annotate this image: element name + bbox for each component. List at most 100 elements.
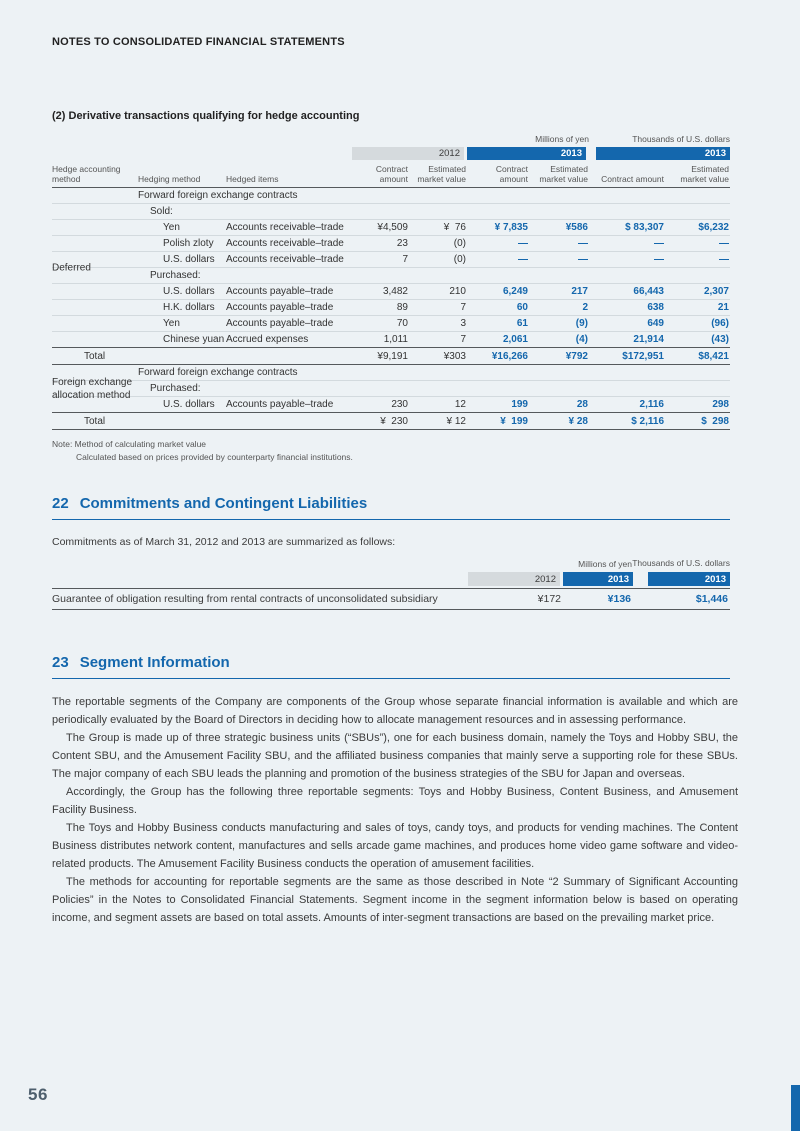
market-2013: 2 (582, 302, 588, 314)
hedged-item-label: Accounts payable–trade (226, 302, 334, 314)
footnote-line-1: Note: Method of calculating market value (52, 439, 207, 450)
section-number: 22 (52, 495, 69, 512)
contract-usd: — (654, 238, 664, 250)
contract-2012: 89 (396, 302, 408, 314)
year-band-2012: 2012 (352, 147, 464, 160)
page-number: 56 (28, 1085, 48, 1104)
hedged-item-label: Accounts receivable–trade (226, 222, 344, 234)
year-band-2013: 2013 (467, 147, 586, 160)
contract-type-row: Forward foreign exchange contracts (52, 188, 730, 205)
year-band-2013: 2013 (563, 572, 633, 587)
market-usd: 2,307 (703, 286, 729, 298)
hedged-item-label: Accounts receivable–trade (226, 254, 344, 266)
contract-2012: 7 (402, 254, 408, 266)
allocation-group: Foreign exchange allocation method Forwa… (52, 365, 730, 414)
contract-usd: 21,914 (633, 334, 664, 346)
unit-label-yen: Millions of yen (578, 559, 632, 570)
unit-label-yen: Millions of yen (535, 134, 589, 144)
total-market-2013: ¥ 28 (568, 415, 588, 427)
table-row-purchased-us-dollars: U.S. dollars Accounts payable–trade 3,48… (52, 284, 730, 301)
hedged-item-label: Accrued expenses (226, 334, 309, 346)
market-2013: — (578, 254, 588, 266)
section-rule (52, 519, 730, 520)
paragraph: Accordingly, the Group has the following… (52, 786, 738, 817)
contract-2012: 70 (396, 318, 408, 330)
contract-2012: 230 (391, 399, 408, 411)
derivatives-title: (2) Derivative transactions qualifying f… (52, 110, 360, 122)
header-market-usd: Estimated market value (680, 164, 729, 185)
section-22-heading: 22 Commitments and Contingent Liabilities (52, 495, 730, 512)
contract-usd: — (654, 254, 664, 266)
market-usd: (43) (711, 334, 729, 346)
market-2012: 210 (449, 286, 466, 298)
market-2013: (9) (575, 318, 588, 330)
header-market-2012: Estimated market value (417, 164, 466, 185)
market-2012: 7 (460, 334, 466, 346)
contract-2013: 199 (511, 399, 528, 411)
total-market-2012: ¥303 (443, 350, 466, 362)
currency-label: Yen (163, 222, 180, 234)
header-hedging-method: Hedging method (138, 174, 201, 185)
market-usd: (96) (711, 318, 729, 330)
contract-usd: 66,443 (633, 286, 664, 298)
header-contract-2012: Contract amount (375, 164, 408, 185)
page-header: NOTES TO CONSOLIDATED FINANCIAL STATEMEN… (52, 36, 345, 48)
allocation-label: Foreign exchange allocation method (52, 377, 133, 402)
paragraph: The methods for accounting for reportabl… (52, 876, 738, 925)
derivatives-table: Millions of yen Thousands of U.S. dollar… (52, 134, 730, 431)
contract-2013: — (518, 238, 528, 250)
currency-label: H.K. dollars (163, 302, 215, 314)
market-2012: ¥ 76 (443, 222, 466, 234)
currency-label: U.S. dollars (163, 399, 215, 411)
table-footnote: Note: Method of calculating market value… (52, 438, 800, 463)
table-row-purchased-yen: Yen Accounts payable–trade 70 3 61 (9) 6… (52, 316, 730, 333)
contract-2013: 6,249 (502, 286, 528, 298)
total-contract-2013: ¥ 199 (500, 415, 528, 427)
deferred-label: Deferred (52, 262, 91, 274)
section-title: Segment Information (79, 654, 230, 672)
header-contract-2013: Contract amount (495, 164, 528, 185)
market-2012: 12 (454, 399, 466, 411)
year-band-usd-2013: 2013 (596, 147, 730, 160)
contract-usd: 638 (647, 302, 664, 314)
units-row: Millions of yen Thousands of U.S. dollar… (52, 558, 730, 569)
currency-label: U.S. dollars (163, 254, 215, 266)
hedged-item-label: Accounts payable–trade (226, 286, 334, 298)
contract-usd: 2,116 (639, 399, 664, 411)
contract-usd: 649 (647, 318, 664, 330)
currency-label: Polish zloty (163, 238, 214, 250)
contract-type-label: Forward foreign exchange contracts (138, 367, 298, 379)
sold-group-row: Sold: (52, 204, 730, 221)
header-market-2013: Estimated market value (539, 164, 588, 185)
contract-2013: 2,061 (502, 334, 528, 346)
market-2013: 28 (576, 399, 588, 411)
table-row-sold-us-dollars: U.S. dollars Accounts receivable–trade 7… (52, 252, 730, 269)
total-contract-2012: ¥ 230 (380, 415, 408, 427)
total-label: Total (84, 415, 106, 427)
table-row-purchased-hk-dollars: H.K. dollars Accounts payable–trade 89 7… (52, 300, 730, 317)
year-band-2012: 2012 (468, 572, 560, 587)
total-contract-2013: ¥16,266 (491, 350, 528, 362)
market-usd: — (719, 238, 729, 250)
unit-label-usd: Thousands of U.S. dollars (632, 558, 730, 568)
total-label: Total (84, 350, 106, 362)
deferred-group: Deferred Forward foreign exchange contra… (52, 188, 730, 349)
contract-type-label: Forward foreign exchange contracts (138, 190, 298, 202)
contract-2013: — (518, 254, 528, 266)
column-header-row: Hedge accounting method Hedging method H… (52, 160, 730, 189)
allocation-total-row: Total ¥ 230 ¥ 12 ¥ 199 ¥ 28 $ 2,116 $ 29… (52, 413, 730, 431)
value-2013: ¥136 (607, 593, 631, 606)
contract-2012: 3,482 (382, 286, 408, 298)
commitments-intro: Commitments as of March 31, 2012 and 201… (52, 536, 396, 548)
commitments-table: Millions of yen Thousands of U.S. dollar… (52, 558, 730, 611)
currency-label: U.S. dollars (163, 286, 215, 298)
total-contract-usd: $ 2,116 (631, 415, 664, 427)
paragraph: The Toys and Hobby Business conducts man… (52, 822, 738, 871)
market-usd: — (719, 254, 729, 266)
market-2012: 3 (460, 318, 466, 330)
guarantee-row: Guarantee of obligation resulting from r… (52, 588, 730, 611)
market-usd: 21 (717, 302, 729, 314)
unit-label-usd: Thousands of U.S. dollars (632, 134, 730, 144)
market-usd: 298 (712, 399, 729, 411)
